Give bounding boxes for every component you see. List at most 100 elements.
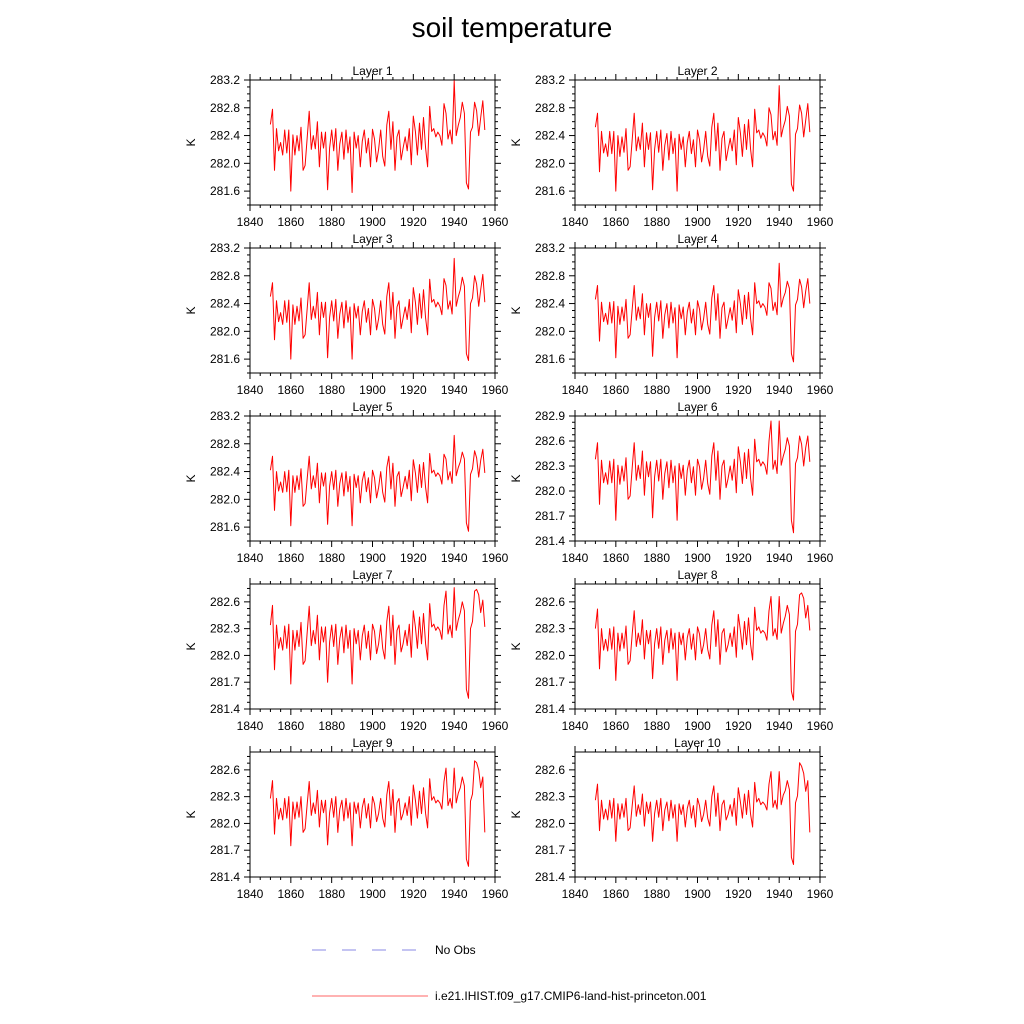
x-tick-label: 1840 [562,551,589,565]
y-tick-label: 282.0 [535,484,565,498]
y-tick-label: 283.2 [210,73,240,87]
y-tick-label: 281.7 [535,675,565,689]
series-line-9 [269,760,486,867]
x-tick-label: 1940 [766,551,793,565]
x-tick-label: 1860 [602,215,629,229]
y-tick-label: 281.6 [210,184,240,198]
y-tick-label: 282.4 [210,297,240,311]
panel-title-9: Layer 9 [352,736,392,750]
x-tick-label: 1920 [725,383,752,397]
x-tick-label: 1840 [562,215,589,229]
x-tick-label: 1880 [643,887,670,901]
panel-title-7: Layer 7 [352,568,392,582]
y-tick-label: 281.7 [535,843,565,857]
y-tick-label: 282.6 [535,595,565,609]
series-line-3 [269,257,486,361]
series-line-2 [594,85,811,192]
x-tick-label: 1960 [807,551,834,565]
x-tick-label: 1880 [318,719,345,733]
x-tick-label: 1900 [684,551,711,565]
y-axis-label-1: K [184,138,198,146]
y-tick-label: 282.4 [535,297,565,311]
x-tick-label: 1840 [237,551,264,565]
y-tick-label: 282.0 [535,816,565,830]
y-tick-label: 282.3 [210,622,240,636]
x-tick-label: 1920 [725,887,752,901]
x-tick-label: 1860 [277,383,304,397]
panel-frame-4 [574,247,821,374]
y-axis-label-10: K [509,810,523,818]
x-tick-label: 1960 [482,551,509,565]
legend-obs-label: No Obs [435,943,476,957]
x-tick-label: 1900 [684,383,711,397]
y-tick-label: 282.3 [535,790,565,804]
x-tick-label: 1860 [602,383,629,397]
y-tick-label: 282.0 [210,324,240,338]
y-axis-label-3: K [184,306,198,314]
x-tick-label: 1960 [807,383,834,397]
y-axis-label-4: K [509,306,523,314]
y-tick-label: 281.6 [210,520,240,534]
y-tick-label: 283.2 [535,73,565,87]
y-tick-label: 282.0 [210,648,240,662]
x-tick-label: 1900 [359,215,386,229]
panel-title-8: Layer 8 [677,568,717,582]
x-tick-label: 1880 [643,215,670,229]
x-tick-label: 1900 [684,887,711,901]
x-tick-label: 1920 [725,551,752,565]
x-tick-label: 1940 [441,887,468,901]
panel-title-10: Layer 10 [674,736,721,750]
series-line-1 [269,80,486,193]
panel-title-6: Layer 6 [677,400,717,414]
y-tick-label: 282.3 [535,622,565,636]
y-tick-label: 282.0 [535,156,565,170]
x-tick-label: 1860 [602,887,629,901]
x-tick-label: 1940 [766,215,793,229]
y-axis-label-5: K [184,474,198,482]
x-tick-label: 1840 [237,215,264,229]
x-tick-label: 1940 [441,215,468,229]
y-tick-label: 282.0 [535,648,565,662]
x-tick-label: 1840 [562,383,589,397]
y-tick-label: 282.6 [535,763,565,777]
x-tick-label: 1960 [482,719,509,733]
x-tick-label: 1880 [643,383,670,397]
x-tick-label: 1900 [359,383,386,397]
y-tick-label: 282.6 [210,763,240,777]
panel-title-2: Layer 2 [677,64,717,78]
x-tick-label: 1860 [277,887,304,901]
x-tick-label: 1920 [725,719,752,733]
y-tick-label: 282.3 [535,459,565,473]
series-line-4 [594,262,811,363]
y-axis-label-8: K [509,642,523,650]
series-line-5 [269,434,486,532]
y-tick-label: 281.7 [210,675,240,689]
x-tick-label: 1920 [725,215,752,229]
x-tick-label: 1940 [441,383,468,397]
x-tick-label: 1840 [562,887,589,901]
panel-frame-3 [249,247,496,374]
panel-title-1: Layer 1 [352,64,392,78]
x-tick-label: 1940 [766,887,793,901]
x-tick-label: 1900 [684,719,711,733]
y-tick-label: 282.8 [535,269,565,283]
panel-title-5: Layer 5 [352,400,392,414]
x-tick-label: 1920 [400,887,427,901]
y-tick-label: 281.4 [535,534,565,548]
x-tick-label: 1960 [807,887,834,901]
y-tick-label: 282.6 [210,595,240,609]
y-tick-label: 282.6 [535,434,565,448]
x-tick-label: 1880 [318,551,345,565]
y-axis-label-7: K [184,642,198,650]
y-axis-label-6: K [509,474,523,482]
x-tick-label: 1960 [807,719,834,733]
x-tick-label: 1880 [643,551,670,565]
y-tick-label: 282.8 [535,101,565,115]
legend-model-label: i.e21.IHIST.f09_g17.CMIP6-land-hist-prin… [435,989,707,1003]
panel-frame-2 [574,79,821,206]
y-tick-label: 282.8 [210,437,240,451]
y-tick-label: 281.4 [210,702,240,716]
x-tick-label: 1860 [602,719,629,733]
y-tick-label: 283.2 [210,241,240,255]
